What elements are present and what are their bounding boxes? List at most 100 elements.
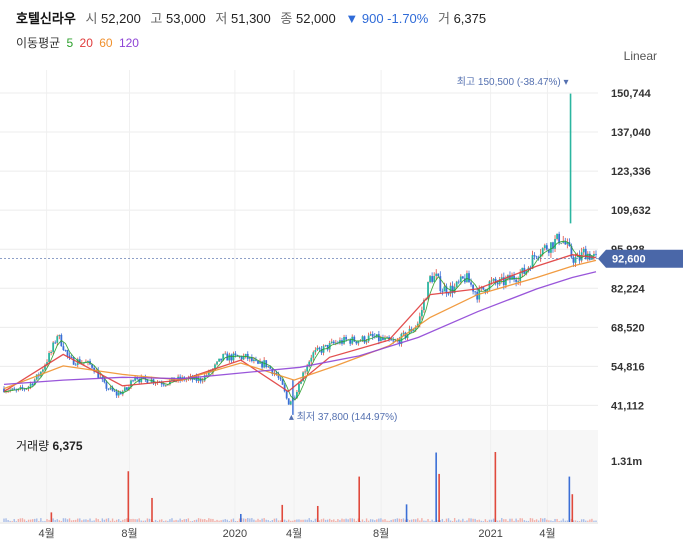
volume-bar (460, 520, 462, 522)
candle-body (398, 340, 401, 345)
volume-bar (273, 518, 276, 522)
candle-body (457, 281, 460, 283)
volume-bar (40, 518, 42, 522)
candle-body (515, 279, 518, 282)
volume-bar (361, 519, 364, 522)
volume-bar (144, 520, 147, 522)
candle-body (68, 355, 71, 358)
ma-120: 120 (118, 36, 139, 50)
candle-body (29, 383, 32, 387)
volume-bar (310, 519, 312, 522)
volume-bar (17, 518, 20, 522)
y-tick-label: 41,112 (611, 400, 644, 412)
candle-body (281, 379, 284, 385)
volume-bar (34, 518, 36, 522)
candle-body (593, 253, 595, 256)
volume-bar (173, 520, 175, 522)
candle-body (169, 380, 171, 385)
volume-bar (574, 520, 577, 522)
volume-bar (179, 518, 181, 522)
volume-bar (189, 521, 192, 522)
candle-body (414, 326, 417, 330)
volume-bar (85, 519, 87, 522)
volume-bar (355, 520, 358, 522)
candle-body (216, 361, 218, 365)
volume-bar (193, 520, 196, 522)
candle-body (185, 378, 188, 381)
volume-spike (571, 494, 574, 522)
candle-body (201, 380, 204, 382)
low-value: 51,300 (231, 11, 271, 26)
volume-bar (462, 518, 464, 522)
volume-bar (201, 519, 204, 522)
volume-bar (394, 518, 396, 522)
volume-bar (183, 519, 185, 522)
ma-5: 5 (66, 36, 74, 50)
candle-body (64, 350, 67, 351)
volume-bar (148, 518, 151, 522)
volume-spike (240, 513, 242, 522)
y-tick-label: 123,336 (611, 166, 651, 178)
volume-bar (163, 521, 165, 522)
volume-bar (105, 518, 108, 522)
volume-bar (533, 520, 536, 522)
candle-body (556, 233, 558, 239)
candle-body (300, 381, 302, 384)
candle-body (326, 344, 329, 350)
candle-body (435, 273, 438, 276)
candle-body (244, 353, 247, 357)
volume-bar (507, 520, 509, 522)
volume-bar (52, 518, 54, 522)
candle-body (564, 241, 567, 245)
moving-average-legend[interactable]: 이동평균 5 20 60 120 (16, 34, 142, 51)
candle-body (461, 276, 464, 279)
volume-bar (472, 518, 474, 522)
candle-body (271, 368, 274, 375)
volume-bar (142, 520, 144, 522)
volume-bar (204, 519, 206, 522)
candle-body (214, 364, 216, 369)
candle-body (595, 253, 597, 255)
change-value: ▼ 900 -1.70% (345, 11, 429, 26)
candle-body (572, 257, 575, 263)
volume-bar (320, 519, 323, 522)
volume-bar (527, 520, 530, 522)
volume-bar (87, 519, 89, 522)
volume-spike (358, 476, 360, 522)
volume-bar (402, 518, 405, 522)
candle-body (543, 245, 546, 249)
candle-body (199, 378, 202, 382)
candle-body (439, 276, 442, 291)
volume-bar (218, 520, 220, 522)
volume-bar (415, 519, 417, 522)
close-label: 종 (280, 11, 293, 26)
volume-bar (419, 520, 421, 522)
volume-bar (83, 519, 85, 522)
volume-bar (445, 518, 448, 522)
volume-bar (595, 520, 597, 522)
candle-body (582, 248, 585, 253)
volume-bar (523, 520, 526, 522)
volume-bar (197, 518, 200, 522)
volume-bar (406, 518, 409, 522)
volume-bar (298, 519, 300, 522)
volume-bar (7, 519, 9, 522)
volume-bar (232, 518, 235, 522)
candle-body (298, 383, 300, 393)
candle-body (123, 387, 126, 392)
candle-body (93, 367, 96, 372)
volume-title: 거래량 6,375 (16, 437, 83, 454)
volume-bar (249, 518, 251, 522)
candle-body (349, 339, 352, 344)
volume-bar (583, 519, 585, 522)
volume-bar (99, 520, 101, 522)
volume-bar (359, 521, 362, 522)
volume-bar (103, 519, 106, 522)
volume-bar (169, 519, 171, 522)
volume-bar (161, 519, 163, 522)
volume-bar (288, 519, 290, 522)
candle-body (56, 336, 59, 343)
scale-toggle-button[interactable]: Linear (623, 49, 657, 63)
candle-body (222, 354, 225, 361)
